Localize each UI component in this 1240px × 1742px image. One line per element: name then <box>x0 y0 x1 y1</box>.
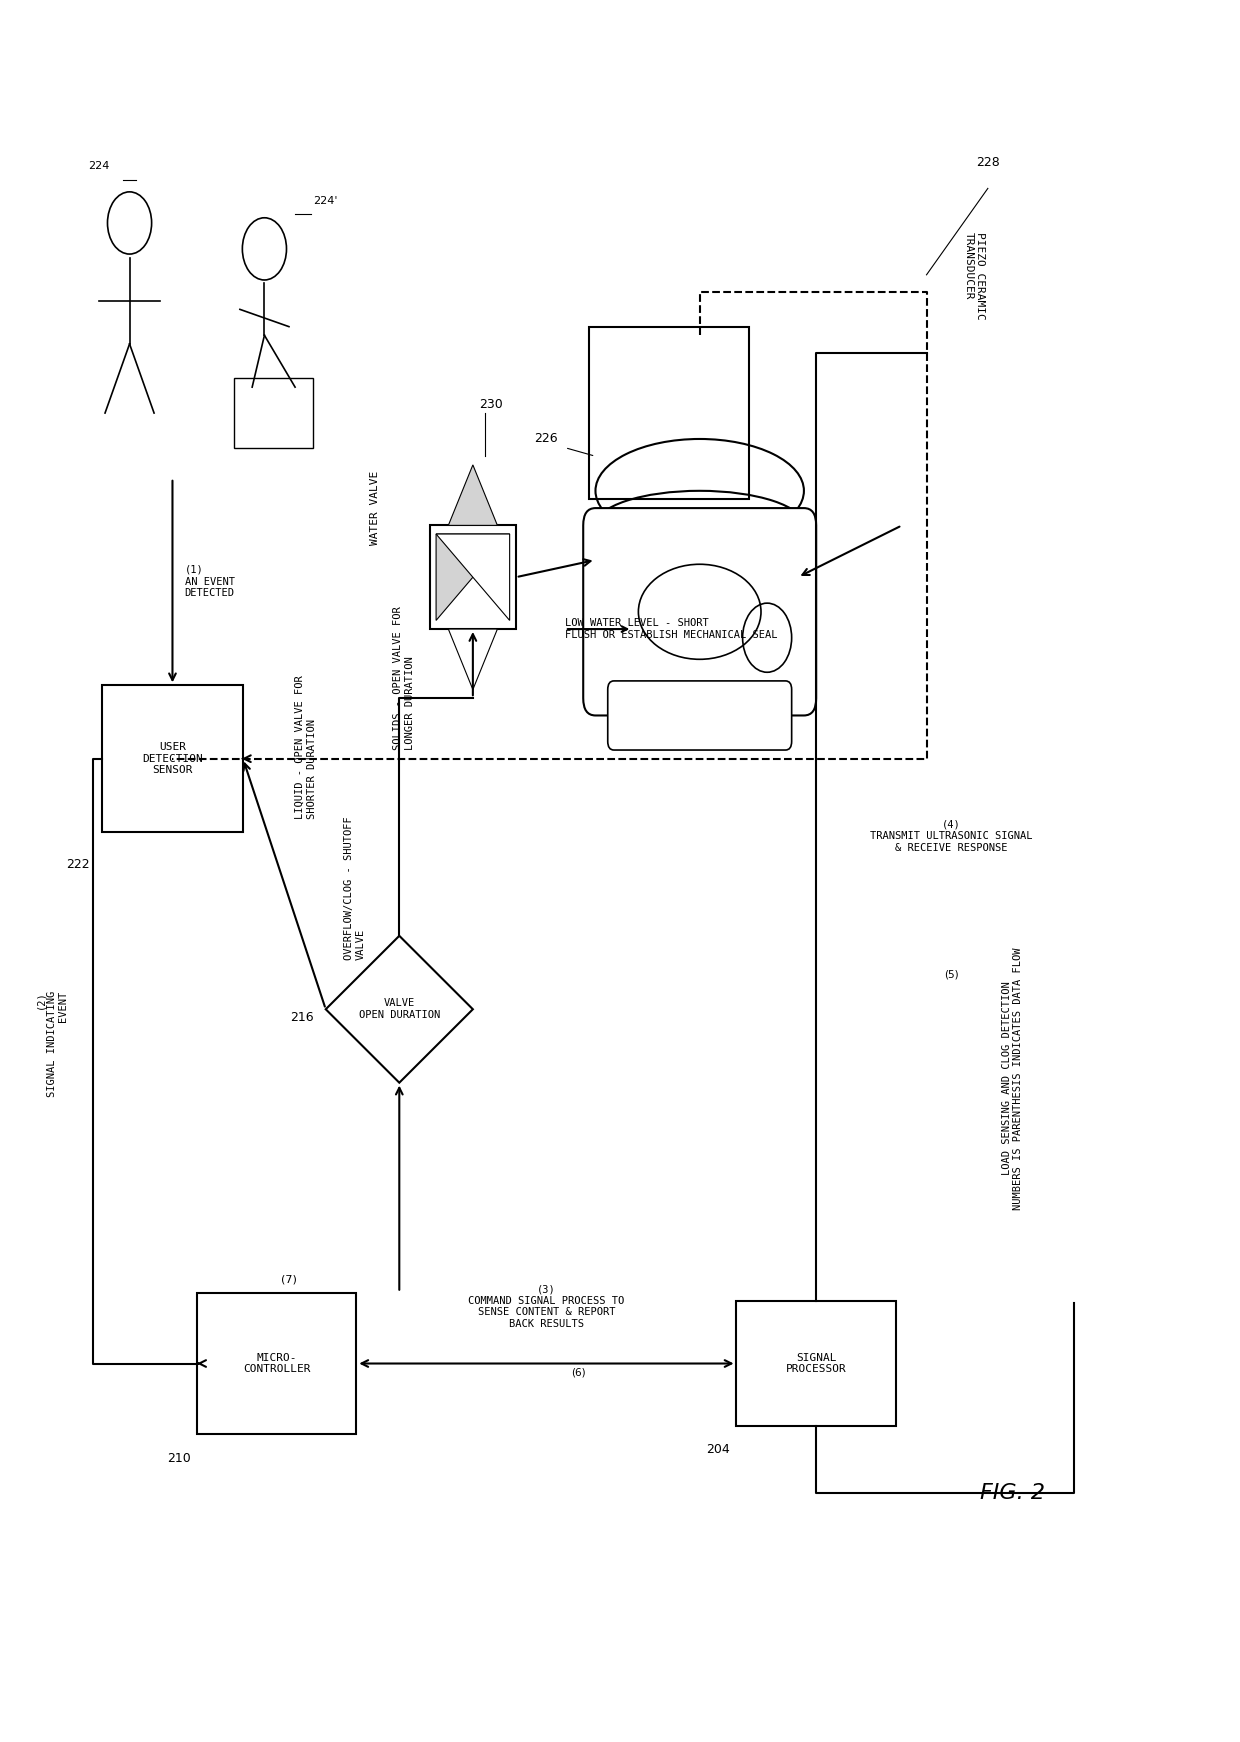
Text: 228: 228 <box>976 157 999 169</box>
FancyBboxPatch shape <box>430 526 516 629</box>
Polygon shape <box>436 535 510 620</box>
Text: 224': 224' <box>314 195 339 206</box>
Polygon shape <box>449 629 497 690</box>
Text: OVERFLOW/CLOG - SHUTOFF
VALVE: OVERFLOW/CLOG - SHUTOFF VALVE <box>345 817 366 960</box>
FancyBboxPatch shape <box>197 1293 356 1434</box>
FancyBboxPatch shape <box>589 327 749 500</box>
FancyBboxPatch shape <box>102 685 243 833</box>
Text: LOAD SENSING AND CLOG DETECTION
NUMBERS IS PARENTHESIS INDICATES DATA FLOW: LOAD SENSING AND CLOG DETECTION NUMBERS … <box>1002 948 1023 1209</box>
Text: 224: 224 <box>88 160 109 171</box>
Text: LIQUID - OPEN VALVE FOR
SHORTER DURATION: LIQUID - OPEN VALVE FOR SHORTER DURATION <box>295 676 316 819</box>
FancyBboxPatch shape <box>608 681 791 751</box>
Polygon shape <box>449 465 497 526</box>
Text: (4)
TRANSMIT ULTRASONIC SIGNAL
& RECEIVE RESPONSE: (4) TRANSMIT ULTRASONIC SIGNAL & RECEIVE… <box>869 820 1033 854</box>
Text: (6): (6) <box>570 1367 585 1378</box>
Polygon shape <box>436 535 510 620</box>
Text: SOLIDS - OPEN VALVE FOR
LONGER DURATION: SOLIDS - OPEN VALVE FOR LONGER DURATION <box>393 606 414 751</box>
Text: 222: 222 <box>66 859 89 871</box>
Text: (2)
SIGNAL INDICATING
EVENT: (2) SIGNAL INDICATING EVENT <box>35 991 68 1097</box>
Text: 216: 216 <box>290 1012 314 1024</box>
Text: (5): (5) <box>944 970 959 979</box>
Text: 230: 230 <box>479 397 502 411</box>
Text: LOW WATER LEVEL - SHORT
FLUSH OR ESTABLISH MECHANICAL SEAL: LOW WATER LEVEL - SHORT FLUSH OR ESTABLI… <box>565 618 777 639</box>
Text: MICRO-
CONTROLLER: MICRO- CONTROLLER <box>243 1354 310 1374</box>
Text: 204: 204 <box>707 1442 730 1456</box>
Text: (1)
AN EVENT
DETECTED: (1) AN EVENT DETECTED <box>185 564 234 598</box>
Text: WATER VALVE: WATER VALVE <box>370 470 379 545</box>
Text: (3)
COMMAND SIGNAL PROCESS TO
SENSE CONTENT & REPORT
BACK RESULTS: (3) COMMAND SIGNAL PROCESS TO SENSE CONT… <box>469 1284 625 1329</box>
Text: VALVE
OPEN DURATION: VALVE OPEN DURATION <box>358 998 440 1021</box>
FancyBboxPatch shape <box>583 509 816 716</box>
Text: FIG. 2: FIG. 2 <box>980 1482 1045 1503</box>
FancyBboxPatch shape <box>234 378 314 448</box>
Polygon shape <box>326 935 472 1084</box>
Text: (7): (7) <box>281 1273 296 1284</box>
Text: PIEZO CERAMIC
TRANSDUCER: PIEZO CERAMIC TRANSDUCER <box>963 232 985 319</box>
FancyBboxPatch shape <box>737 1301 895 1425</box>
Text: 226: 226 <box>534 432 558 446</box>
Text: USER
DETECTION
SENSOR: USER DETECTION SENSOR <box>143 742 203 775</box>
Text: SIGNAL
PROCESSOR: SIGNAL PROCESSOR <box>786 1354 847 1374</box>
Text: 210: 210 <box>167 1451 191 1465</box>
